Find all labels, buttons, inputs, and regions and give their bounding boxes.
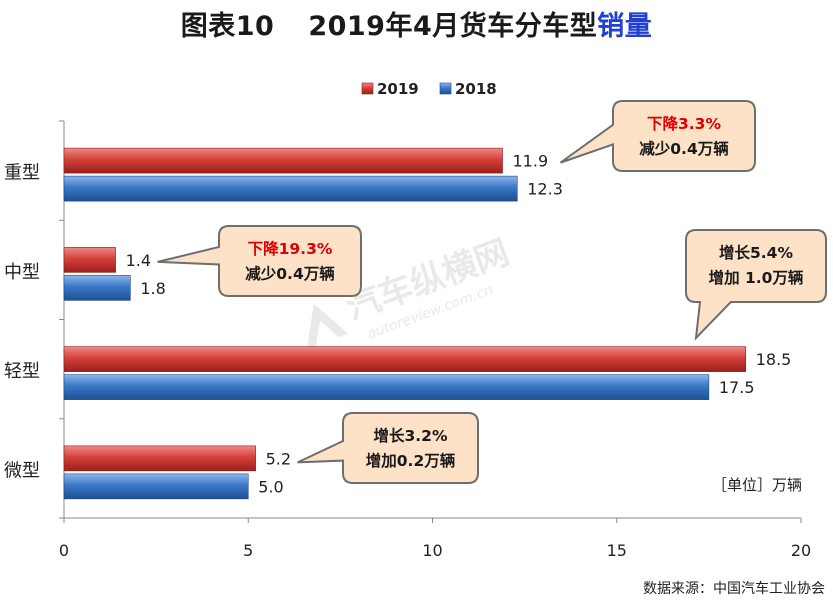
x-tick-label: 5 — [243, 541, 253, 560]
x-tick-label: 20 — [791, 541, 811, 560]
category-label: 重型 — [4, 163, 40, 184]
callout-轻型: 增长5.4% 增加 1.0万辆 — [685, 229, 827, 341]
callout-shape — [559, 100, 756, 172]
category-label: 轻型 — [4, 361, 40, 382]
source-note: 数据来源：中国汽车工业协会 — [643, 581, 825, 597]
callout-shape — [685, 229, 827, 341]
callout-line2: 增加0.2万辆 — [366, 451, 456, 470]
data-label: 5.0 — [258, 477, 283, 496]
bar-2019 — [63, 346, 747, 372]
watermark-logo-icon — [306, 303, 349, 349]
callout-微型: 增长3.2% 增加0.2万辆 — [297, 412, 479, 484]
bar-2018 — [63, 175, 518, 202]
data-label: 5.2 — [266, 449, 291, 468]
data-label: 1.8 — [140, 279, 165, 298]
bar-2018 — [63, 374, 710, 400]
category-label: 微型 — [4, 460, 40, 481]
bar-2018 — [63, 275, 131, 301]
callout-line2: 增加 1.0万辆 — [709, 268, 804, 287]
chart-title: 图表10 2019年4月货车分车型销量 — [0, 4, 833, 43]
data-label: 11.9 — [513, 152, 549, 171]
legend-swatch-2018 — [439, 82, 452, 95]
unit-label: ［单位］万辆 — [712, 476, 803, 494]
title-main: 2019年4月货车分车型 — [308, 11, 598, 42]
bar-2018 — [63, 473, 249, 500]
legend-label-2018: 2018 — [455, 80, 497, 98]
data-label: 18.5 — [756, 350, 792, 369]
title-prefix: 图表10 — [180, 11, 275, 42]
callout-shape — [157, 225, 362, 297]
callout-line2: 减少0.4万辆 — [245, 264, 335, 283]
x-tick-label: 0 — [59, 541, 69, 560]
callout-line1: 增长3.2% — [374, 426, 448, 445]
callout-line1: 下降3.3% — [647, 114, 721, 133]
data-label: 17.5 — [719, 378, 755, 397]
data-label: 12.3 — [527, 180, 563, 199]
callout-中型: 下降19.3% 减少0.4万辆 — [157, 225, 362, 297]
callout-shape — [297, 412, 479, 484]
title-highlight: 销量 — [597, 11, 653, 42]
bar-2019 — [63, 147, 503, 174]
bar-2019 — [63, 445, 256, 472]
category-label: 中型 — [4, 262, 40, 283]
legend-swatch-2019 — [361, 82, 374, 95]
callout-重型: 下降3.3% 减少0.4万辆 — [559, 100, 756, 172]
bar-2019 — [63, 247, 116, 273]
x-tick-label: 15 — [607, 541, 627, 560]
x-tick-label: 10 — [422, 541, 442, 560]
legend-label-2019: 2019 — [377, 80, 419, 98]
data-label: 1.4 — [126, 251, 151, 270]
callout-line1: 增长5.4% — [719, 243, 793, 262]
callout-line1: 下降19.3% — [248, 239, 333, 258]
callout-line2: 减少0.4万辆 — [639, 139, 729, 158]
